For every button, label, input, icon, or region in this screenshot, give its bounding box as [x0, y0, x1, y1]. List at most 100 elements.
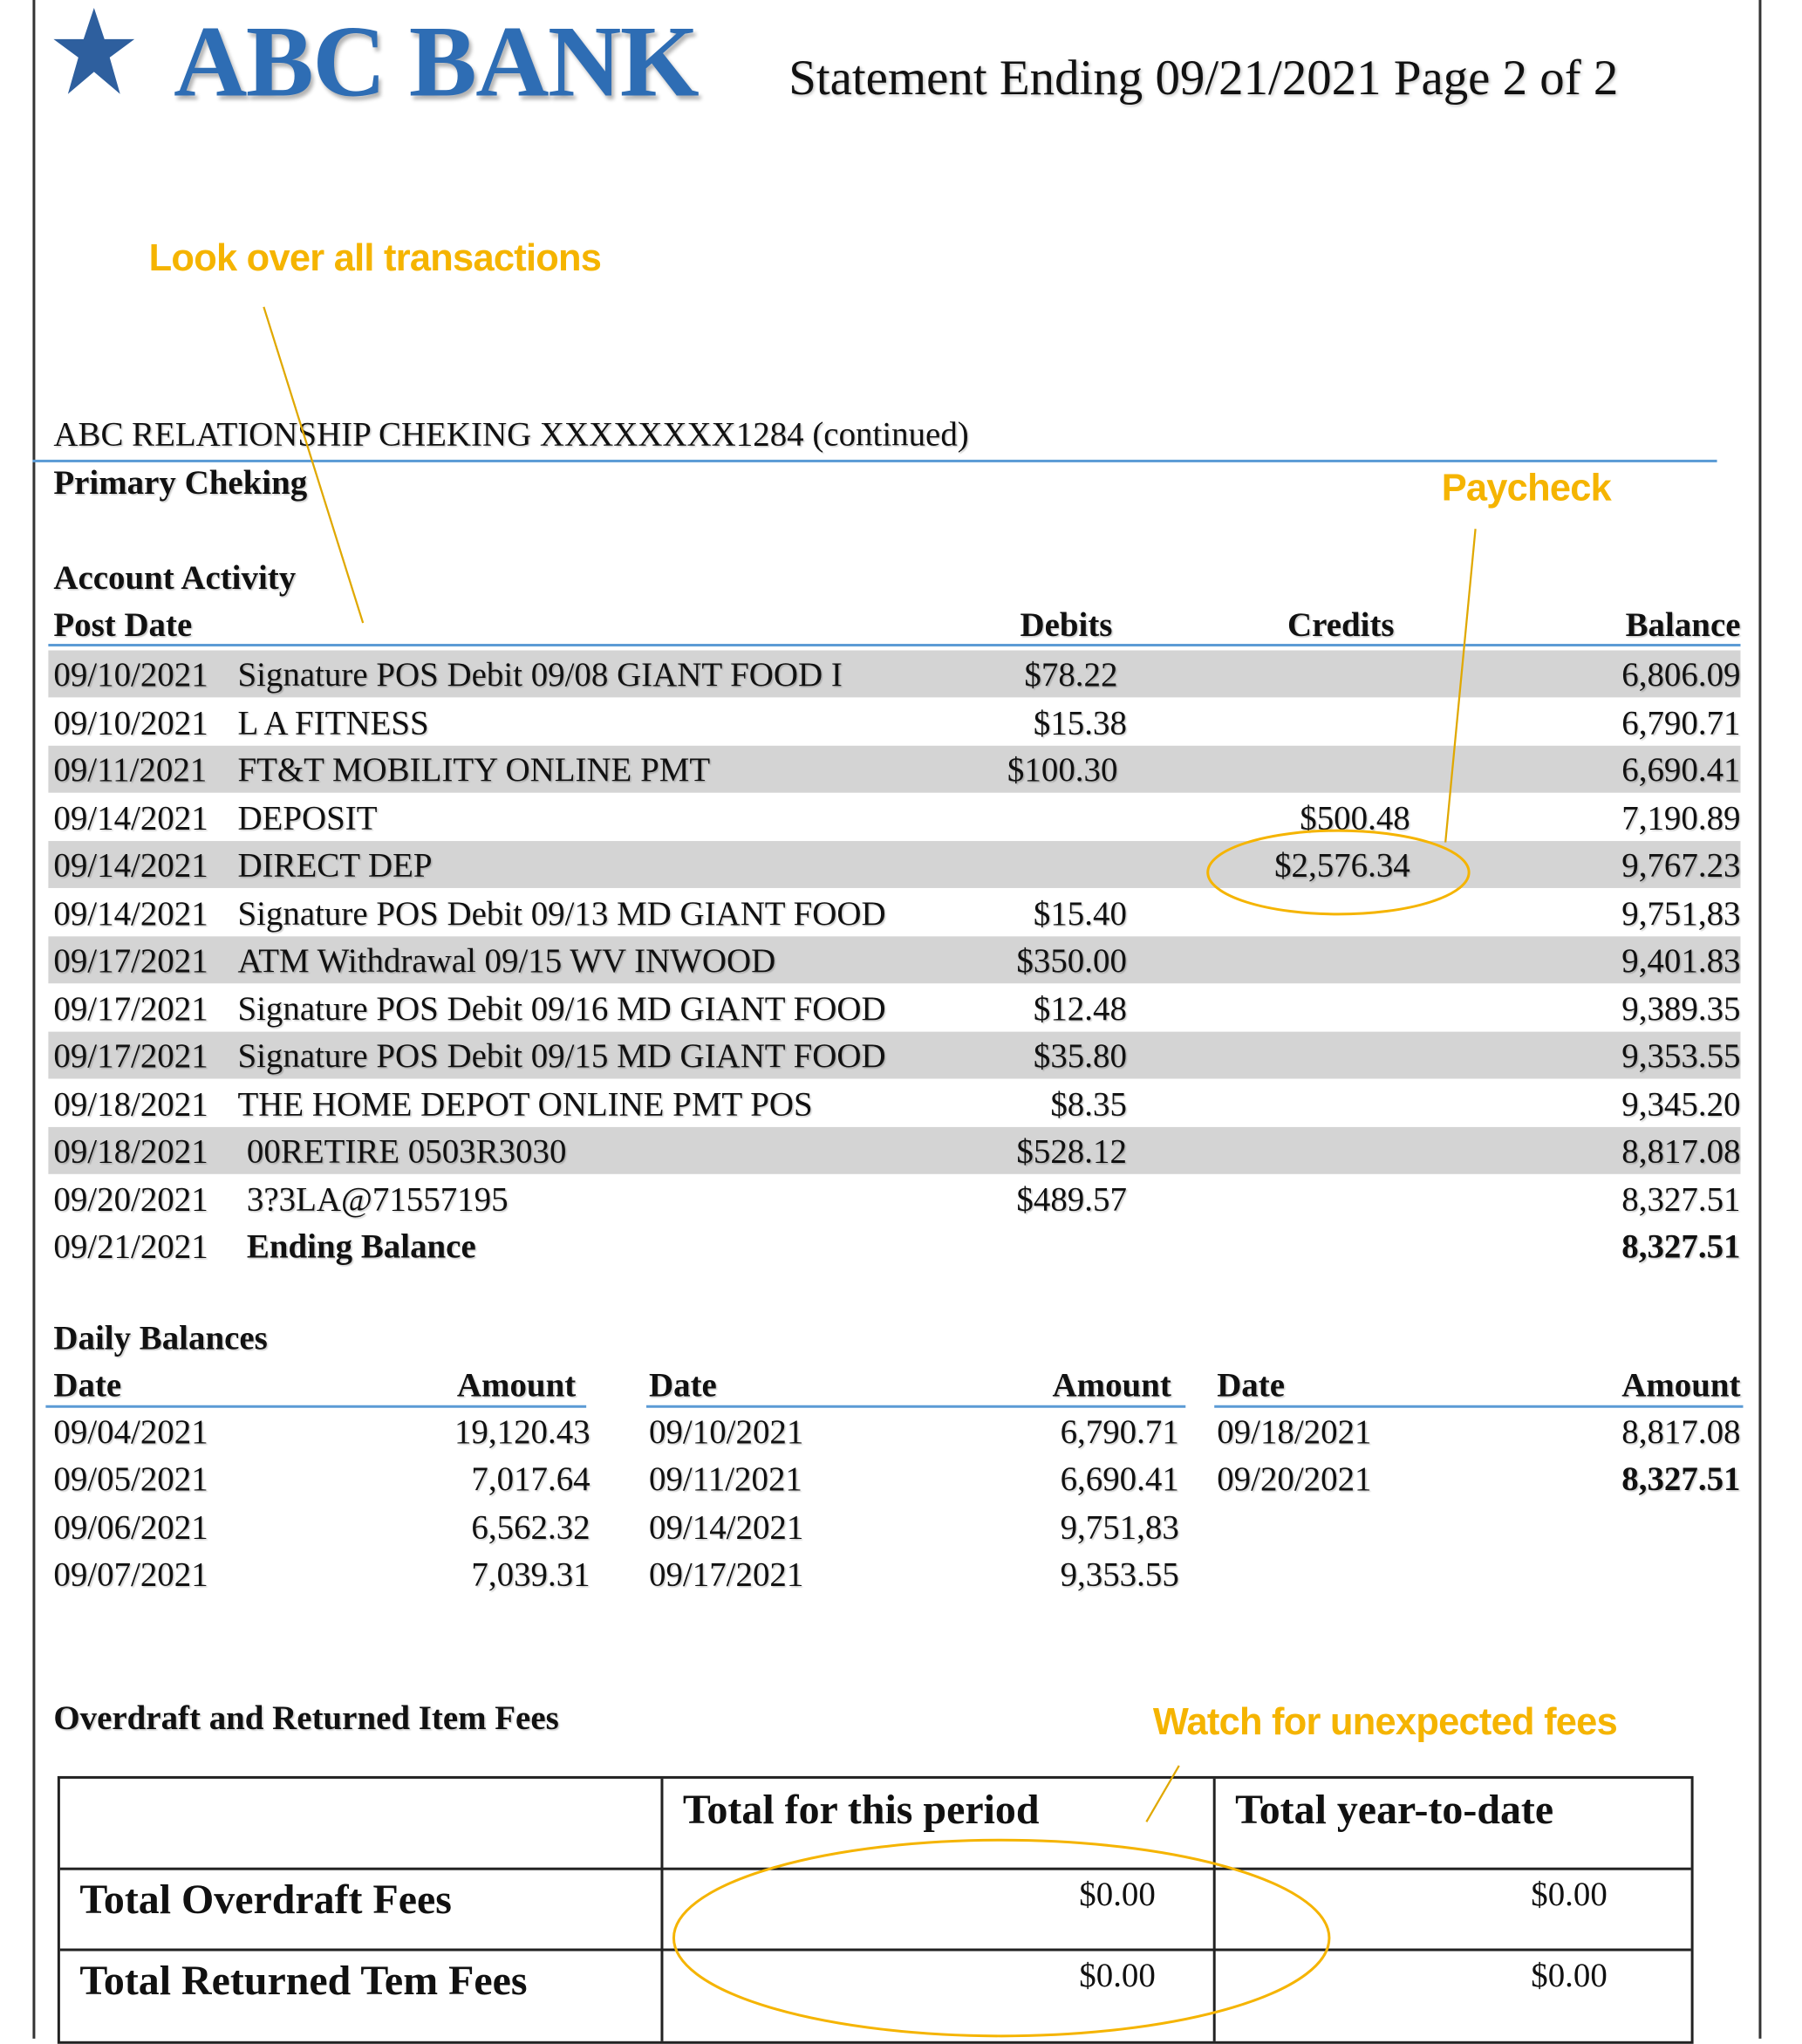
description: THE HOME DEPOT ONLINE PMT POS	[237, 1084, 813, 1123]
bank-name-logo: ABC BANK	[174, 3, 700, 118]
balance-amount: 8,327.51	[1621, 1179, 1741, 1218]
table-row: 09/10/2021 L A FITNESS $15.38 6,790.71	[48, 698, 1740, 745]
post-date: 09/11/2021	[53, 750, 208, 790]
balance-amount: 9,345.20	[1621, 1084, 1741, 1123]
overdraft-fees-period: $0.00	[1079, 1875, 1156, 1914]
table-row: 09/17/2021 Signature POS Debit 09/16 MD G…	[48, 984, 1740, 1031]
table-row: 09/18/2021 THE HOME DEPOT ONLINE PMT POS $…	[48, 1079, 1740, 1126]
returned-fees-ytd: $0.00	[1531, 1956, 1607, 1994]
fees-annotation: Watch for unexpected fees	[1152, 1701, 1618, 1744]
debit-amount: $15.40	[1033, 893, 1127, 933]
daily-date: 09/11/2021	[649, 1460, 802, 1499]
daily-amount: 7,039.31	[471, 1555, 590, 1594]
description: L A FITNESS	[237, 703, 429, 742]
daily-amount-header: Amount	[1621, 1365, 1741, 1405]
activity-heading: Account Activity	[53, 558, 297, 598]
account-title: ABC RELATIONSHIP CHEKING XXXXXXXX1284 (c…	[53, 415, 969, 454]
post-date: 09/14/2021	[53, 798, 208, 837]
daily-date: 09/10/2021	[649, 1412, 804, 1452]
credit-amount: $500.48	[1300, 798, 1410, 837]
post-date: 09/18/2021	[53, 1131, 208, 1171]
description: FT&T MOBILITY ONLINE PMT	[237, 750, 711, 790]
col-post-date: Post Date	[53, 605, 193, 645]
post-date: 09/14/2021	[53, 893, 208, 933]
daily-amount: 6,790.71	[1060, 1412, 1179, 1452]
daily-date: 09/04/2021	[53, 1412, 208, 1452]
debit-amount: $8.35	[1050, 1084, 1127, 1123]
daily-date-header: Date	[649, 1365, 717, 1405]
description: Signature POS Debit 09/08 GIANT FOOD I	[237, 655, 843, 694]
ending-balance: 8,327.51	[1621, 1227, 1741, 1266]
credit-amount: $2,576.34	[1274, 846, 1410, 885]
daily-amount: 8,327.51	[1621, 1460, 1741, 1499]
col-credits: Credits	[1287, 605, 1395, 645]
table-row: 09/14/2021 DIRECT DEP $2,576.34 9,767.23	[48, 841, 1741, 888]
table-row: 09/14/2021 Signature POS Debit 09/13 MD G…	[48, 889, 1740, 936]
description: 00RETIRE 0503R3030	[246, 1131, 567, 1171]
balance-amount: 9,751,83	[1621, 893, 1741, 933]
transactions-annotation: Look over all transactions	[148, 237, 602, 280]
balance-amount: 9,353.55	[1621, 1036, 1741, 1076]
statement-ending-title: Statement Ending 09/21/2021 Page 2 of 2	[788, 51, 1619, 106]
daily-amount: 9,751,83	[1060, 1507, 1179, 1546]
daily-date: 09/20/2021	[1217, 1460, 1372, 1499]
page-border-left	[32, 0, 35, 2039]
daily-date: 09/17/2021	[649, 1555, 804, 1594]
daily-date: 09/05/2021	[53, 1460, 208, 1499]
table-row: 09/14/2021 DEPOSIT $500.48 7,190.89	[48, 793, 1740, 840]
post-date: 09/20/2021	[53, 1179, 208, 1218]
account-divider	[32, 459, 1717, 462]
overdraft-fees-ytd: $0.00	[1531, 1875, 1607, 1914]
table-row: 09/10/2021 Signature POS Debit 09/08 GIAN…	[48, 650, 1741, 698]
daily-date: 09/18/2021	[1217, 1412, 1372, 1452]
debit-amount: $100.30	[1007, 750, 1118, 790]
daily-amount-header: Amount	[1052, 1365, 1171, 1405]
daily-header-rule	[1214, 1405, 1744, 1408]
debit-amount: $12.48	[1033, 988, 1127, 1028]
post-date: 09/17/2021	[53, 1036, 208, 1076]
debit-amount: $489.57	[1016, 1179, 1127, 1218]
fees-col-period: Total for this period	[682, 1785, 1040, 1833]
page-border-right	[1758, 0, 1761, 2039]
daily-amount: 19,120.43	[454, 1412, 590, 1452]
post-date: 09/17/2021	[53, 988, 208, 1028]
ending-date: 09/21/2021	[53, 1227, 208, 1266]
description: DEPOSIT	[237, 798, 378, 837]
description: 3?3LA@71557195	[246, 1179, 509, 1218]
balance-amount: 9,401.83	[1621, 941, 1741, 980]
daily-amount: 7,017.64	[471, 1460, 590, 1499]
table-row: 09/17/2021 ATM Withdrawal 09/15 WV INWOOD…	[48, 936, 1741, 984]
daily-amount: 8,817.08	[1621, 1412, 1741, 1452]
star-logo-icon	[53, 7, 135, 94]
debit-amount: $78.22	[1024, 655, 1118, 694]
balance-amount: 7,190.89	[1621, 798, 1741, 837]
daily-date: 09/07/2021	[53, 1555, 208, 1594]
daily-date-header: Date	[53, 1365, 122, 1405]
ending-label: Ending Balance	[246, 1227, 476, 1266]
fees-heading: Overdraft and Returned Item Fees	[53, 1699, 559, 1738]
balance-amount: 6,690.41	[1621, 750, 1741, 790]
table-row: 09/11/2021 FT&T MOBILITY ONLINE PMT $100.3…	[48, 745, 1741, 793]
balance-amount: 6,790.71	[1621, 703, 1741, 742]
ending-balance-row: 09/21/2021 Ending Balance 8,327.51	[48, 1222, 1740, 1269]
daily-header-rule	[646, 1405, 1186, 1408]
table-row: 09/17/2021 Signature POS Debit 09/15 MD G…	[48, 1031, 1741, 1079]
debit-amount: $528.12	[1016, 1131, 1127, 1171]
daily-amount: 9,353.55	[1060, 1555, 1179, 1594]
fees-table: Total for this period Total year-to-date…	[57, 1775, 1694, 2044]
post-date: 09/14/2021	[53, 846, 208, 885]
fees-col-ytd: Total year-to-date	[1235, 1785, 1554, 1833]
balance-amount: 9,767.23	[1621, 846, 1741, 885]
post-date: 09/10/2021	[53, 655, 208, 694]
paycheck-annotation: Paycheck	[1441, 467, 1612, 509]
balance-amount: 6,806.09	[1621, 655, 1741, 694]
activity-header-rule	[48, 644, 1741, 647]
daily-amount: 6,562.32	[471, 1507, 590, 1546]
balance-amount: 9,389.35	[1621, 988, 1741, 1028]
debit-amount: $350.00	[1016, 941, 1127, 980]
description: DIRECT DEP	[237, 846, 433, 885]
post-date: 09/18/2021	[53, 1084, 208, 1123]
returned-fees-period: $0.00	[1079, 1956, 1156, 1994]
returned-fees-label: Total Returned Tem Fees	[79, 1956, 528, 2004]
